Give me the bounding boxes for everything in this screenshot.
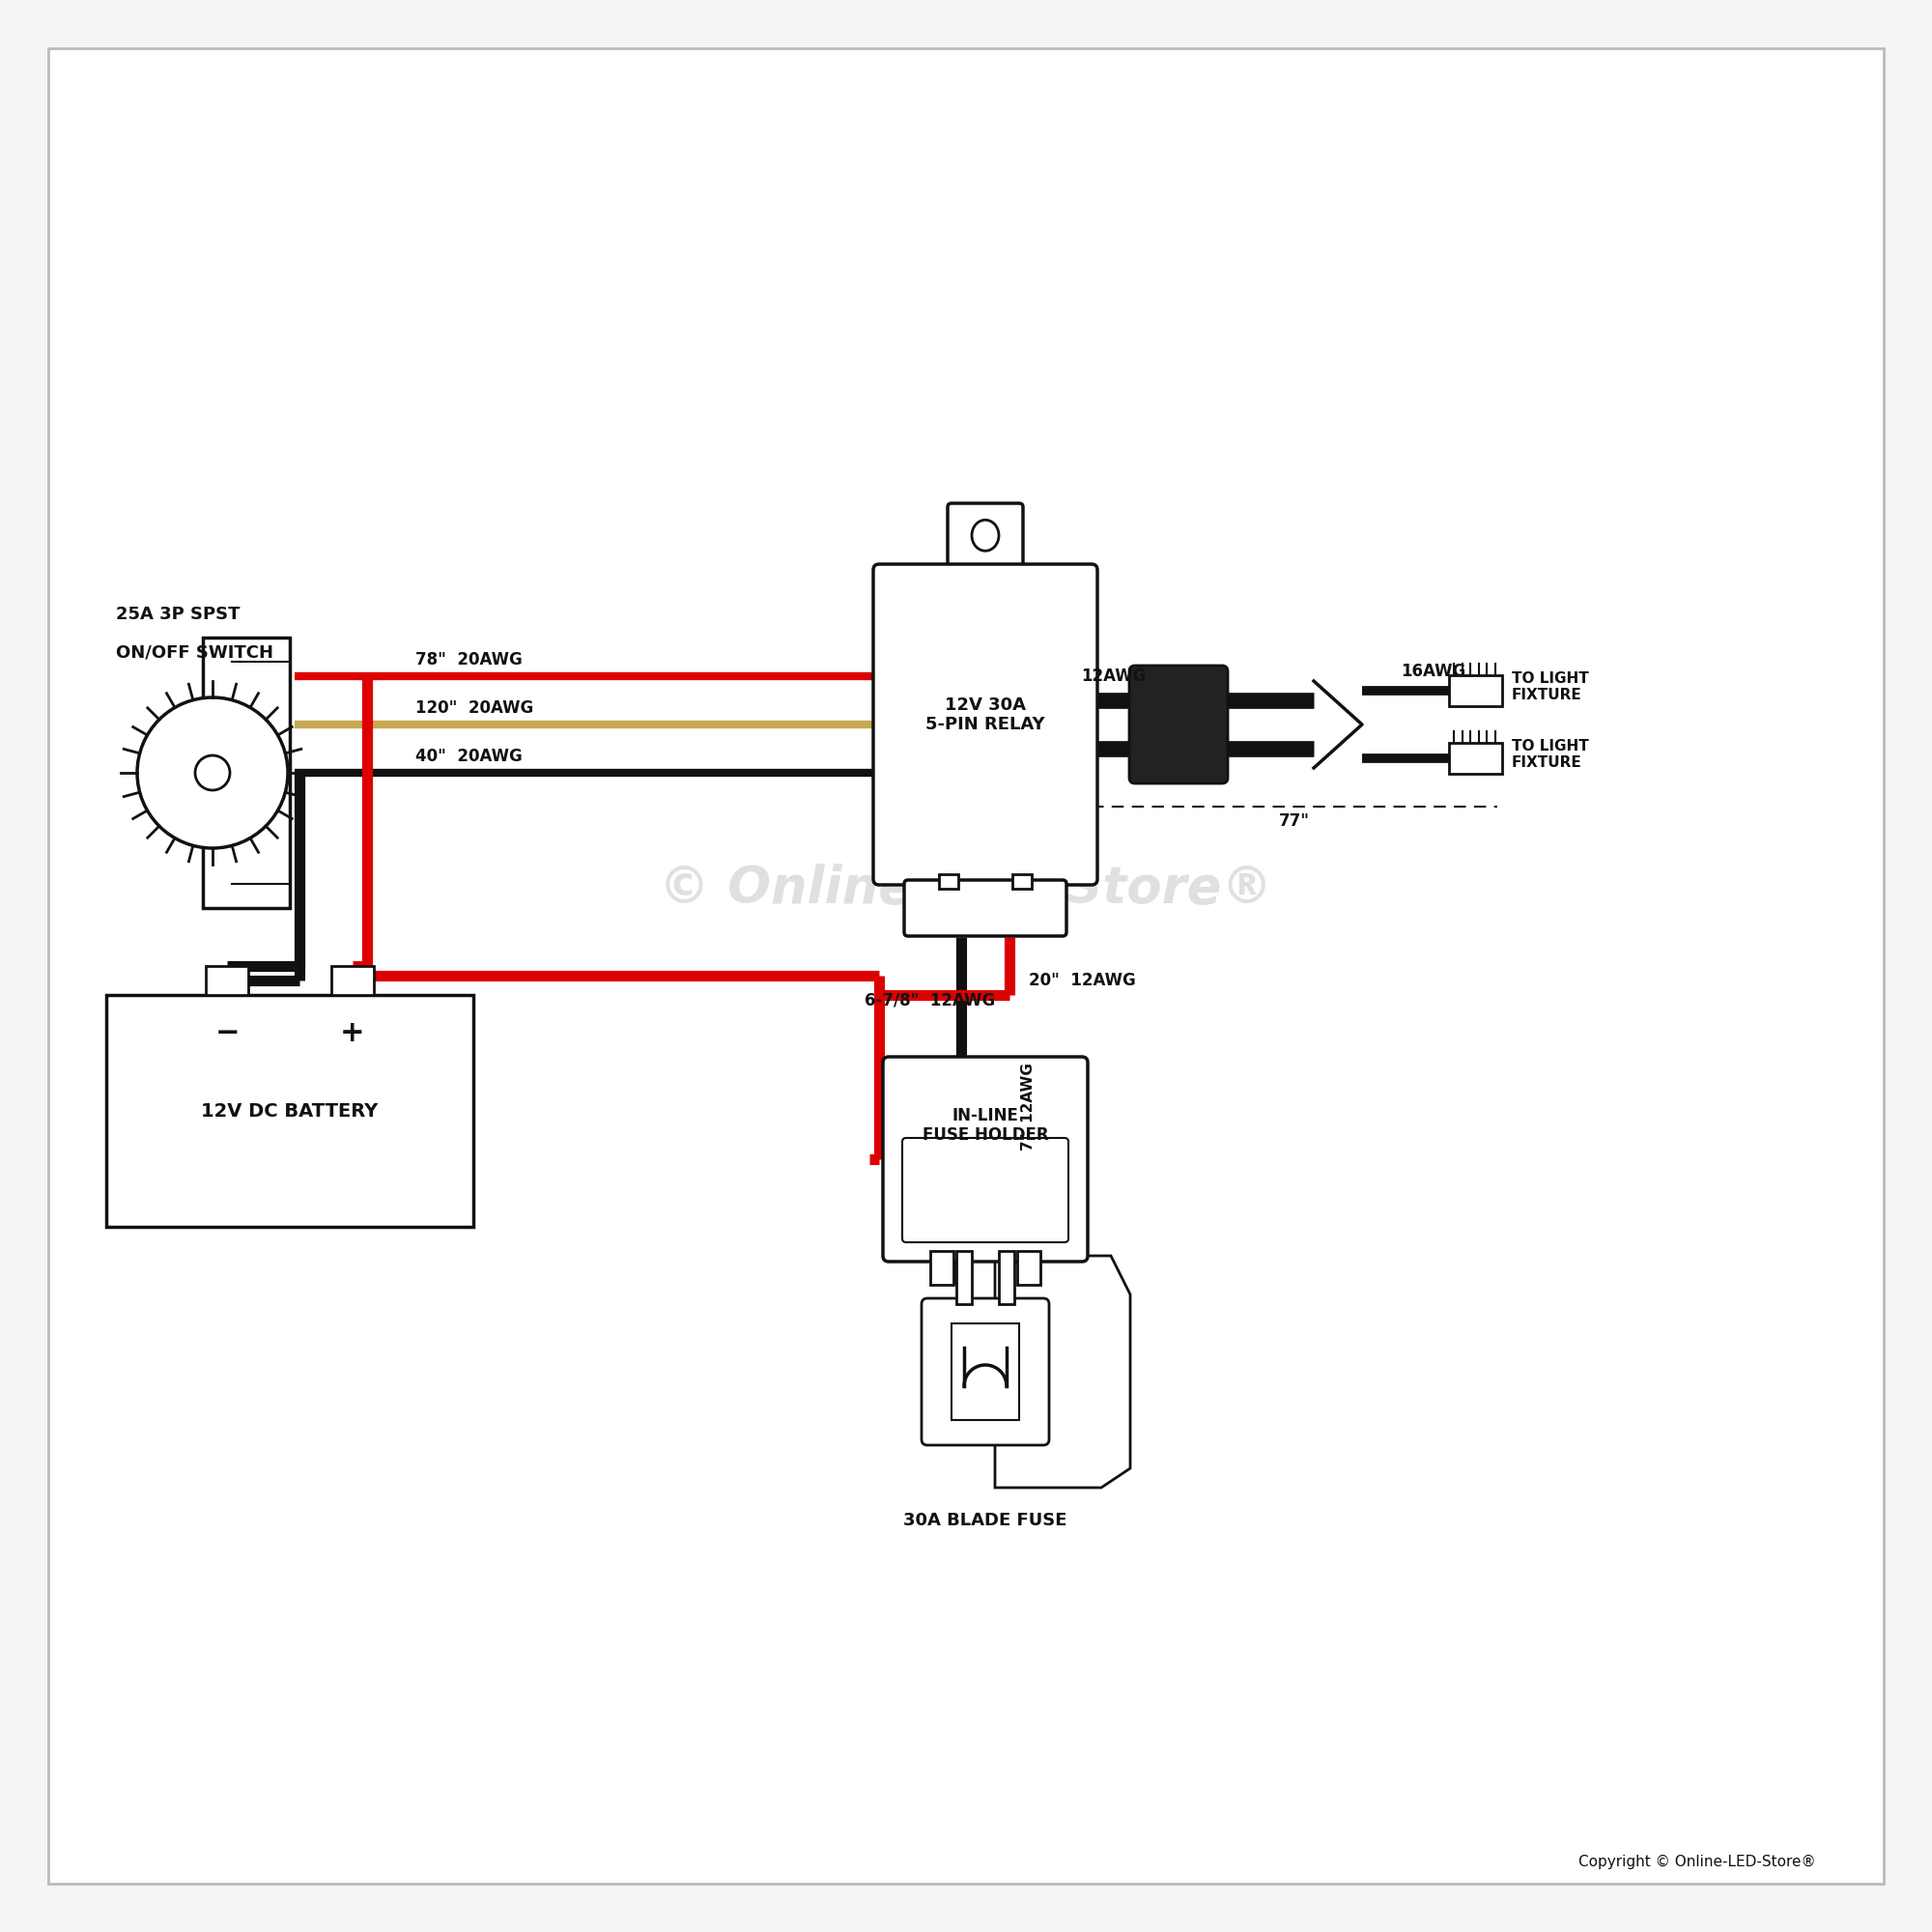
Bar (956, 1252, 972, 1304)
Bar (1016, 1252, 1039, 1285)
Bar (931, 1252, 954, 1285)
Bar (939, 873, 958, 889)
Text: 77": 77" (1279, 811, 1310, 831)
Text: 30A BLADE FUSE: 30A BLADE FUSE (904, 1511, 1066, 1530)
Bar (332, 966, 375, 995)
FancyBboxPatch shape (883, 1057, 1088, 1262)
FancyBboxPatch shape (902, 1138, 1068, 1242)
Text: ON/OFF SWITCH: ON/OFF SWITCH (116, 645, 274, 661)
Bar (203, 638, 290, 908)
Text: 6-7/8"  12AWG: 6-7/8" 12AWG (864, 991, 995, 1009)
Text: 120"  20AWG: 120" 20AWG (415, 699, 533, 717)
Text: +: + (340, 1020, 365, 1047)
Text: © Online-LED-Store®: © Online-LED-Store® (659, 864, 1273, 914)
FancyBboxPatch shape (922, 1298, 1049, 1445)
FancyBboxPatch shape (1128, 665, 1229, 784)
Bar (1449, 742, 1503, 773)
Bar (1449, 676, 1503, 705)
Text: 40"  20AWG: 40" 20AWG (415, 748, 522, 765)
FancyBboxPatch shape (873, 564, 1097, 885)
FancyBboxPatch shape (947, 502, 1024, 574)
Text: −: − (214, 1020, 240, 1047)
Text: 78"  20AWG: 78" 20AWG (415, 651, 522, 668)
Bar (1012, 873, 1032, 889)
Bar (999, 1252, 1014, 1304)
Bar (205, 966, 247, 995)
Circle shape (195, 755, 230, 790)
FancyBboxPatch shape (904, 881, 1066, 937)
Text: 25A 3P SPST: 25A 3P SPST (116, 607, 240, 622)
Bar (106, 995, 473, 1227)
Text: 12V 30A
5-PIN RELAY: 12V 30A 5-PIN RELAY (925, 696, 1045, 734)
Text: Copyright © Online-LED-Store®: Copyright © Online-LED-Store® (1578, 1855, 1816, 1870)
Text: TO LIGHT
FIXTURE: TO LIGHT FIXTURE (1511, 670, 1588, 703)
Text: 7"  12AWG: 7" 12AWG (1020, 1063, 1036, 1150)
Bar (951, 1323, 1020, 1420)
Text: 12V DC BATTERY: 12V DC BATTERY (201, 1101, 379, 1121)
Text: IN-LINE
FUSE HOLDER: IN-LINE FUSE HOLDER (922, 1107, 1049, 1144)
Text: 12AWG: 12AWG (1080, 668, 1146, 686)
Text: 16AWG: 16AWG (1401, 663, 1466, 680)
Circle shape (137, 697, 288, 848)
Text: 20"  12AWG: 20" 12AWG (1028, 972, 1136, 989)
Text: TO LIGHT
FIXTURE: TO LIGHT FIXTURE (1511, 738, 1588, 771)
Ellipse shape (972, 520, 999, 551)
Polygon shape (995, 1256, 1130, 1488)
